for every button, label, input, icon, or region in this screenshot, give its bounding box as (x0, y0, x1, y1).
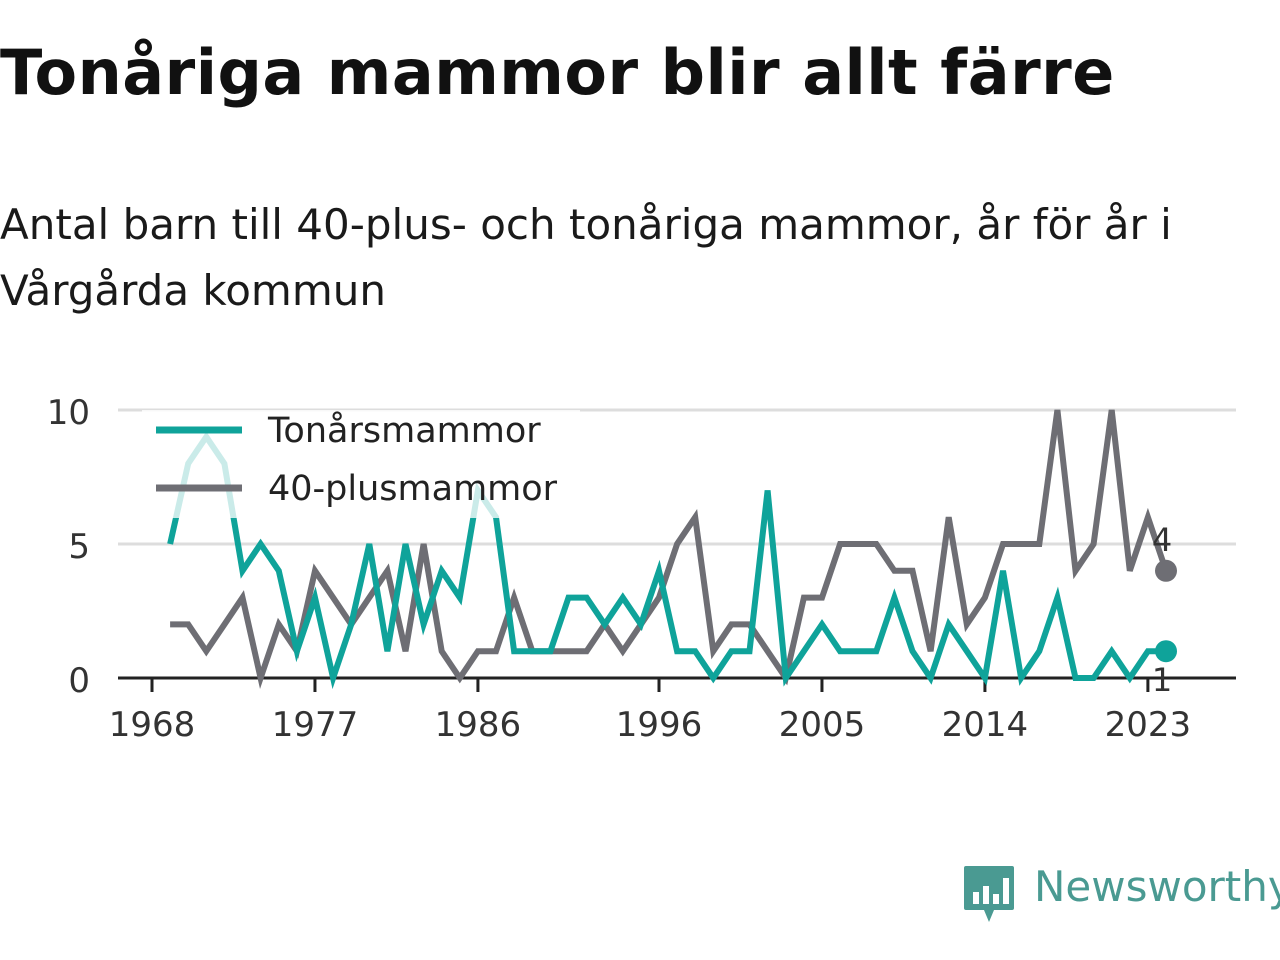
legend: Tonårsmammor 40-plusmammor (142, 410, 580, 518)
bar-chart-speech-bubble-icon (964, 866, 1014, 922)
legend-label: 40-plusmammor (268, 469, 558, 509)
end-markers: 41 (1152, 521, 1177, 699)
x-tick-label: 2014 (942, 705, 1029, 745)
end-value-label: 4 (1152, 521, 1172, 559)
chart-subtitle: Antal barn till 40-plus- och tonåriga ma… (0, 200, 1172, 315)
y-tick-label: 0 (68, 661, 90, 701)
x-tick-label: 1977 (272, 705, 359, 745)
x-axis: 1968 1977 1986 1996 2005 2014 2023 (109, 676, 1236, 745)
x-tick-label: 2005 (779, 705, 866, 745)
end-point (1155, 559, 1177, 582)
series-line (170, 409, 1169, 690)
y-tick-label: 5 (68, 527, 90, 567)
series-line (167, 431, 1166, 690)
line-chart: 0 5 10 1968 1977 1986 1996 2005 2014 2023 Tonårs… (47, 393, 1236, 745)
newsworthy-logo: Newsworthy (962, 862, 1280, 928)
end-value-label: 1 (1152, 661, 1172, 699)
end-point (1155, 640, 1177, 663)
y-tick-label: 10 (47, 393, 90, 433)
brand-name: Newsworthy (1034, 862, 1280, 911)
legend-label: Tonårsmammor (267, 410, 541, 451)
x-tick-label: 2023 (1105, 705, 1192, 745)
x-tick-label: 1968 (109, 705, 196, 745)
x-tick-label: 1986 (435, 705, 522, 745)
chart-title: Tonåriga mammor blir allt färre (0, 36, 1115, 109)
series-lines (167, 409, 1169, 690)
x-tick-label: 1996 (616, 705, 703, 745)
y-axis-tick-labels: 0 5 10 (47, 393, 90, 701)
